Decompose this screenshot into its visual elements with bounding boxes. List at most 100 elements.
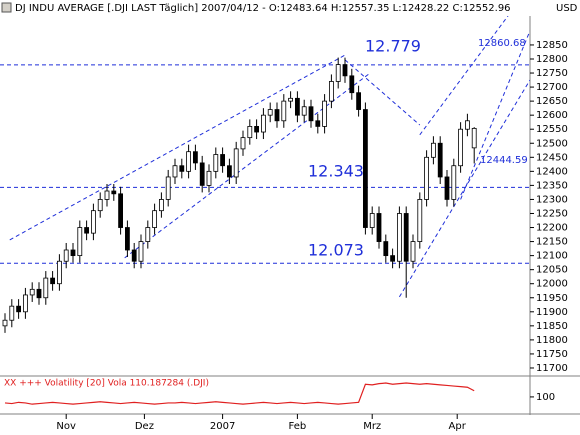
- candle-body: [186, 151, 192, 172]
- candle-body: [281, 100, 287, 122]
- candle-body: [97, 199, 103, 212]
- x-tick-label: Feb: [289, 421, 307, 432]
- y-tick-label: 11850: [536, 321, 568, 332]
- candle-body: [424, 156, 430, 200]
- candle-body: [369, 213, 375, 228]
- y-tick-label: 12750: [536, 68, 568, 79]
- candle-body: [390, 255, 396, 262]
- candle-body: [254, 126, 260, 133]
- candle-body: [247, 126, 253, 139]
- candle-body: [138, 241, 144, 262]
- candle-body: [91, 210, 96, 234]
- candle-body: [322, 100, 328, 127]
- trend-line: [460, 30, 530, 200]
- candle-body: [57, 260, 62, 285]
- y-tick-label: 12650: [536, 96, 568, 107]
- candle-body: [417, 199, 423, 242]
- candle-body: [335, 64, 341, 82]
- y-tick-label: 12700: [536, 82, 568, 93]
- volatility-line: [4, 382, 475, 405]
- y-tick-label: 11700: [536, 363, 568, 374]
- candle-body: [9, 305, 15, 321]
- y-tick-label: 12100: [536, 251, 568, 262]
- candle-body: [308, 106, 314, 122]
- y-tick-label: 11950: [536, 293, 568, 304]
- candle-body: [349, 75, 355, 94]
- y-tick-label: 12500: [536, 138, 568, 149]
- y-tick-label: 12600: [536, 110, 568, 121]
- candle-body: [288, 97, 294, 102]
- candle-body: [118, 193, 123, 228]
- candle-body: [213, 154, 219, 172]
- candle-body: [226, 165, 232, 178]
- y-tick-label: 12300: [536, 194, 568, 205]
- candle-body: [410, 241, 416, 262]
- trend-line: [124, 72, 371, 259]
- y-tick-label: 100: [536, 392, 555, 403]
- x-tick-label: Apr: [449, 421, 467, 432]
- candle-body: [267, 109, 273, 116]
- y-tick-label: 11800: [536, 335, 568, 346]
- annotation: 12.779: [365, 37, 421, 56]
- currency-label: USD: [556, 3, 578, 14]
- candle-body: [294, 97, 300, 116]
- candle-body: [77, 227, 83, 257]
- candle-body: [430, 142, 436, 158]
- y-tick-label: 12450: [536, 152, 568, 163]
- candle-body: [111, 190, 117, 195]
- candle-body: [192, 151, 198, 164]
- y-tick-label: 12050: [536, 265, 568, 276]
- annotation: 12.073: [308, 241, 364, 260]
- chart-title: DJ INDU AVERAGE [.DJI LAST Täglich] 2007…: [15, 3, 511, 14]
- plot-area: [0, 16, 530, 333]
- x-tick-label: Mrz: [363, 421, 381, 432]
- candle-body: [233, 148, 239, 178]
- candle-body: [131, 249, 137, 262]
- trend-line: [344, 59, 421, 126]
- candle-body: [240, 137, 246, 150]
- candle-body: [158, 199, 164, 212]
- y-tick-label: 12000: [536, 279, 568, 290]
- candle-body: [22, 294, 28, 313]
- y-tick-label: 11900: [536, 307, 568, 318]
- candle-body: [328, 81, 334, 102]
- candle-body: [179, 165, 185, 172]
- y-tick-label: 12150: [536, 237, 568, 248]
- candle-body: [104, 190, 110, 200]
- candle-body: [152, 210, 158, 228]
- y-tick-label: 11750: [536, 349, 568, 360]
- candle-body: [383, 241, 389, 257]
- candle-body: [165, 176, 171, 200]
- candle-body: [125, 227, 130, 251]
- candle-body: [356, 92, 362, 110]
- candle-body: [50, 277, 55, 285]
- candle-body: [199, 162, 205, 186]
- annotation: 12.343: [308, 162, 364, 181]
- x-tick-label: Dez: [135, 421, 154, 432]
- y-tick-label: 12850: [536, 40, 568, 51]
- y-tick-label: 12200: [536, 223, 568, 234]
- volatility-label: XX +++ Volatility [20] Vola 110.187284 (…: [4, 379, 209, 389]
- candle-body: [2, 319, 8, 327]
- annotation: 12444.59: [480, 155, 528, 166]
- x-tick-label: 2007: [210, 421, 235, 432]
- annotation: 12860.68: [478, 38, 526, 49]
- candle-body: [464, 120, 470, 130]
- candle-body: [43, 277, 49, 299]
- candle-body: [471, 127, 477, 149]
- candle-body: [274, 109, 280, 122]
- candle-body: [403, 213, 409, 262]
- candle-body: [206, 170, 212, 186]
- candle-body: [362, 109, 368, 228]
- candle-body: [437, 142, 443, 178]
- candle-body: [396, 213, 402, 262]
- y-tick-label: 12250: [536, 208, 568, 219]
- candle-body: [315, 120, 321, 127]
- candle-body: [220, 154, 226, 167]
- candle-body: [145, 227, 151, 242]
- candle-body: [63, 249, 69, 262]
- trend-line: [398, 79, 530, 298]
- candle-body: [458, 128, 464, 167]
